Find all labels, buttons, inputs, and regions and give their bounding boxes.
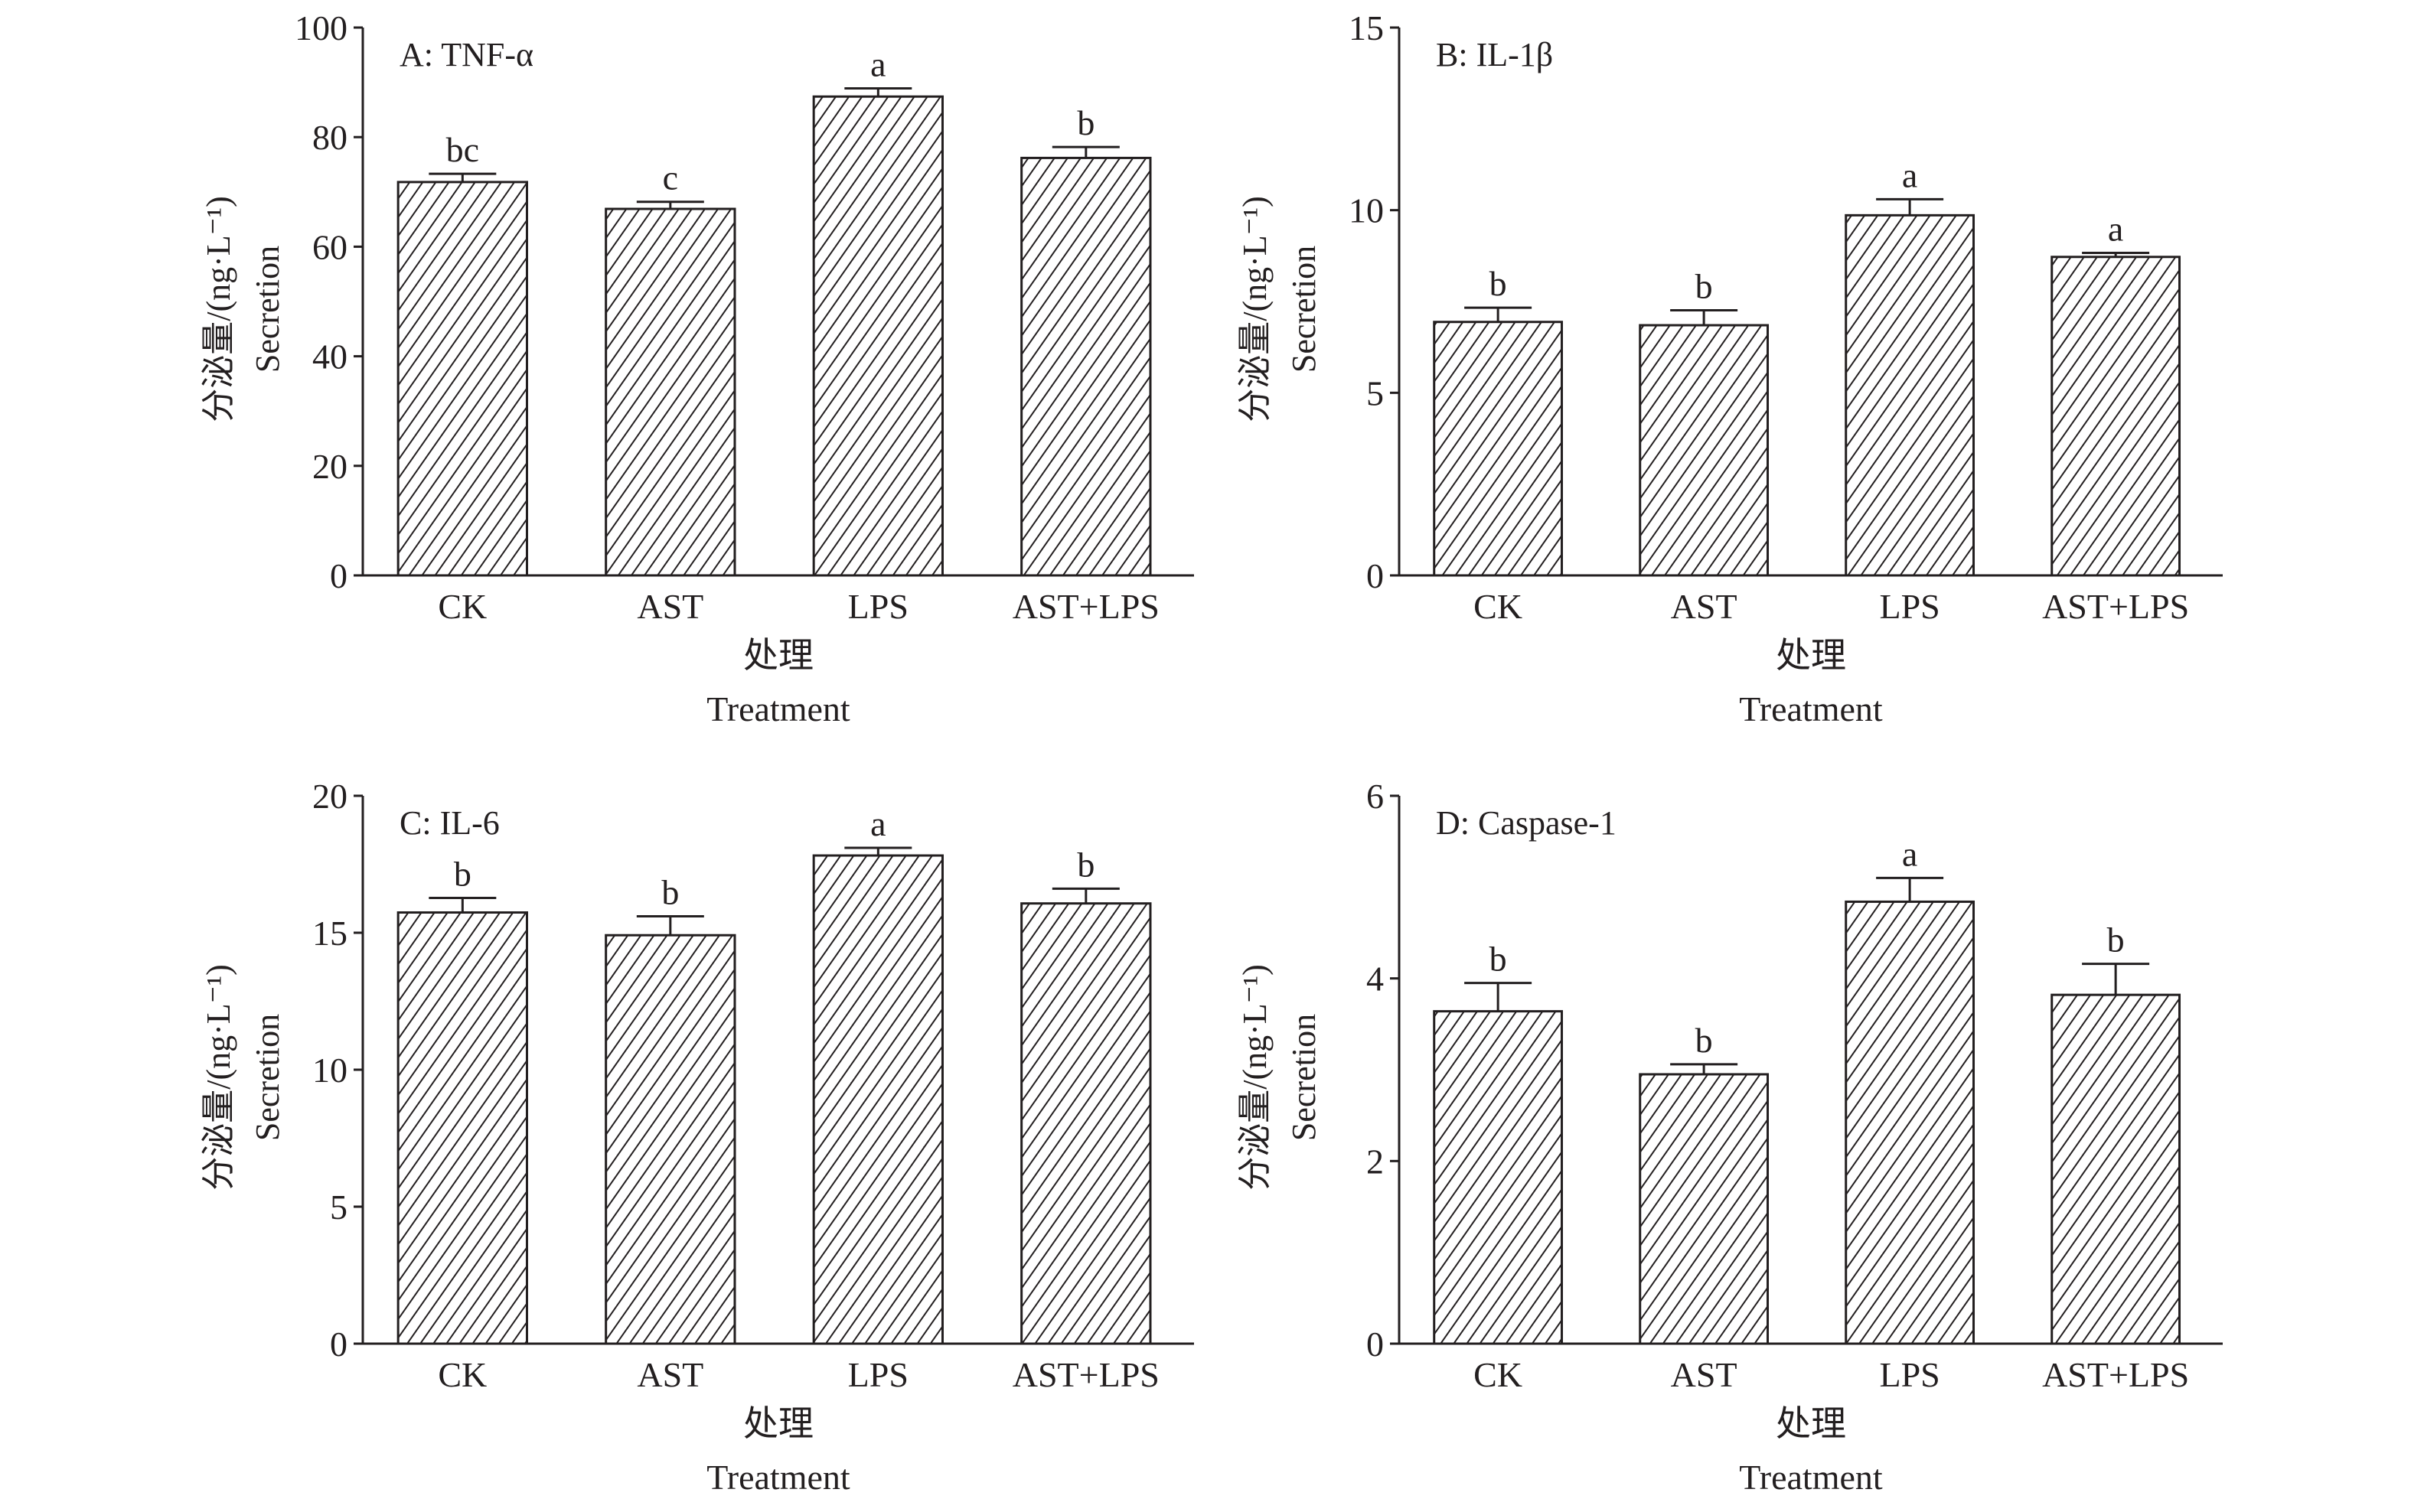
significance-letter: b	[454, 855, 471, 894]
panel-c: 0 5 10 15 20 b CK b AST a LPS b AST+LPS C: IL-6 处理 Trea…	[200, 777, 1194, 1497]
x-axis-label-en: Treatment	[706, 689, 850, 728]
y-axis-label-en: Secretion	[1285, 1014, 1323, 1141]
panel-a: 0 20 40 60 80 100 bc CK c AST a LPS b AST+LPS A: TNF-α…	[200, 8, 1194, 728]
significance-letter: a	[870, 804, 886, 843]
bar-lps	[812, 854, 944, 1345]
bar-ast	[605, 207, 736, 577]
y-axis-label-cn: 分泌量/(ng·L⁻¹)	[200, 964, 237, 1190]
significance-letter: b	[2107, 921, 2125, 960]
x-tick-label: AST+LPS	[1013, 587, 1160, 626]
x-tick-label: AST+LPS	[2042, 587, 2189, 626]
x-axis-label-cn: 处理	[1776, 1404, 1846, 1443]
significance-letter: b	[1489, 264, 1507, 303]
y-tick-label: 10	[312, 1051, 347, 1090]
x-tick-label: AST	[637, 587, 703, 626]
x-axis-label-cn: 处理	[743, 636, 814, 675]
x-axis-label-en: Treatment	[1739, 689, 1883, 728]
bar-ast-plus-lps	[2050, 993, 2181, 1345]
y-tick-label: 20	[312, 777, 347, 816]
y-tick-label: 10	[1349, 191, 1384, 230]
bar-ck	[396, 911, 528, 1345]
y-tick-label: 20	[312, 447, 347, 486]
y-tick-label: 2	[1366, 1142, 1384, 1181]
significance-letter: b	[1695, 266, 1713, 305]
panel-title: D: Caspase-1	[1436, 804, 1617, 842]
bar-lps	[1845, 213, 1975, 577]
x-axis-label-cn: 处理	[1776, 636, 1846, 675]
x-tick-label: CK	[1473, 587, 1522, 626]
y-axis-label-cn: 分泌量/(ng·L⁻¹)	[200, 196, 237, 422]
bar-lps	[1845, 900, 1975, 1345]
y-tick-label: 5	[330, 1188, 347, 1227]
y-axis-label-cn: 分泌量/(ng·L⁻¹)	[1236, 196, 1274, 422]
y-tick-label: 0	[330, 1325, 347, 1364]
x-tick-label: LPS	[1879, 587, 1940, 626]
y-axis-label-en: Secretion	[1285, 246, 1323, 373]
y-tick-label: 80	[312, 118, 347, 157]
significance-letter: b	[1489, 940, 1507, 979]
y-tick-label: 5	[1366, 373, 1384, 412]
significance-letter: a	[870, 44, 886, 83]
x-tick-label: CK	[438, 587, 487, 626]
x-tick-label: AST	[1671, 1355, 1737, 1394]
y-tick-label: 0	[1366, 1325, 1384, 1364]
significance-letter: a	[2108, 210, 2123, 249]
y-tick-label: 0	[1366, 556, 1384, 595]
x-tick-label: AST	[637, 1355, 703, 1394]
y-tick-label: 40	[312, 337, 347, 376]
y-tick-label: 60	[312, 227, 347, 266]
significance-letter: bc	[446, 130, 479, 169]
y-tick-label: 4	[1366, 960, 1384, 999]
bar-ast-plus-lps	[1020, 156, 1152, 577]
bar-ast-plus-lps	[1020, 902, 1152, 1345]
significance-letter: a	[1902, 834, 1917, 873]
y-tick-label: 15	[1349, 8, 1384, 47]
panel-title: C: IL-6	[400, 804, 500, 842]
x-tick-label: AST+LPS	[2042, 1355, 2189, 1394]
x-tick-label: AST	[1671, 587, 1737, 626]
bar-ast	[605, 934, 736, 1345]
y-tick-label: 0	[330, 556, 347, 595]
y-axis-label-en: Secretion	[249, 246, 286, 373]
bar-ast	[1639, 1073, 1770, 1345]
x-tick-label: CK	[438, 1355, 487, 1394]
y-tick-label: 100	[295, 8, 347, 47]
y-tick-label: 15	[312, 914, 347, 953]
x-axis-label-en: Treatment	[1739, 1458, 1883, 1497]
panel-title: B: IL-1β	[1436, 36, 1553, 73]
y-axis-label-cn: 分泌量/(ng·L⁻¹)	[1236, 964, 1274, 1190]
x-tick-label: CK	[1473, 1355, 1522, 1394]
significance-letter: a	[1902, 155, 1917, 194]
significance-letter: b	[1077, 103, 1095, 142]
bar-ast	[1639, 324, 1770, 577]
x-axis-label-en: Treatment	[706, 1458, 850, 1497]
y-axis-label-en: Secretion	[249, 1014, 286, 1141]
x-tick-label: LPS	[848, 1355, 909, 1394]
significance-letter: c	[663, 158, 678, 197]
panel-b: 0 5 10 15 b CK b AST a LPS a AST+LPS B: IL-1β 处理 Treat…	[1236, 8, 2223, 728]
bar-ck	[396, 181, 528, 577]
bar-ck	[1433, 1010, 1564, 1345]
panel-title: A: TNF-α	[400, 36, 533, 73]
panel-d: 0 2 4 6 b CK b AST a LPS b AST+LPS D: Caspase-1 处理 Tre…	[1236, 777, 2223, 1497]
bar-ck	[1433, 321, 1564, 577]
bar-lps	[812, 95, 944, 577]
x-tick-label: AST+LPS	[1013, 1355, 1160, 1394]
y-tick-label: 6	[1366, 777, 1384, 816]
significance-letter: b	[1695, 1021, 1713, 1060]
x-tick-label: LPS	[848, 587, 909, 626]
x-axis-label-cn: 处理	[743, 1404, 814, 1443]
bar-ast-plus-lps	[2050, 256, 2181, 577]
x-tick-label: LPS	[1879, 1355, 1940, 1394]
significance-letter: b	[661, 873, 679, 912]
significance-letter: b	[1077, 845, 1095, 884]
